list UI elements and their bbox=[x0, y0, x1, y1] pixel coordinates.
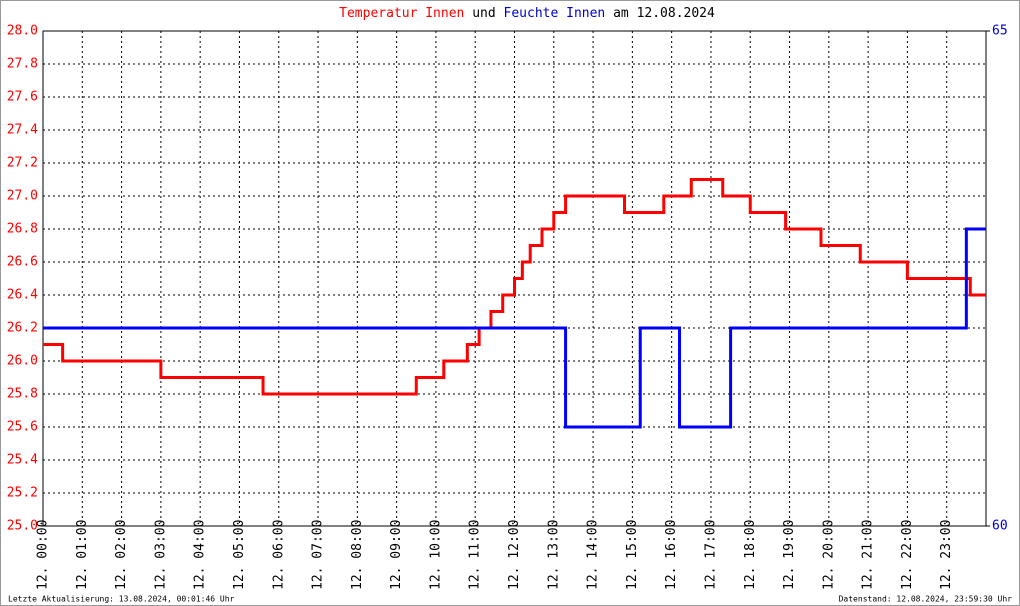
y-tick-label: 27.6 bbox=[7, 90, 38, 105]
y-tick-label: 26.2 bbox=[7, 321, 38, 336]
x-tick-label: 12. 12:00 bbox=[507, 520, 522, 590]
x-tick-label: 12. 09:00 bbox=[389, 520, 404, 590]
y2-tick-label: 60 bbox=[992, 519, 1008, 534]
y-tick-label: 25.4 bbox=[7, 453, 38, 468]
x-tick-label: 12. 23:00 bbox=[939, 520, 954, 590]
x-tick-label: 12. 01:00 bbox=[75, 520, 90, 590]
x-tick-label: 12. 13:00 bbox=[546, 520, 561, 590]
y-tick-label: 26.4 bbox=[7, 288, 38, 303]
y-tick-label: 27.0 bbox=[7, 189, 38, 204]
x-tick-label: 12. 22:00 bbox=[900, 520, 915, 590]
footer-left: Letzte Aktualisierung: 13.08.2024, 00:01… bbox=[8, 595, 235, 604]
plot-border bbox=[42, 30, 987, 527]
x-tick-label: 12. 07:00 bbox=[311, 520, 326, 590]
x-tick-label: 12. 11:00 bbox=[468, 520, 483, 590]
x-tick-label: 12. 16:00 bbox=[664, 520, 679, 590]
x-tick-label: 12. 10:00 bbox=[428, 520, 443, 590]
x-tick-label: 12. 18:00 bbox=[743, 520, 758, 590]
x-tick-label: 12. 03:00 bbox=[153, 520, 168, 590]
x-tick-label: 12. 15:00 bbox=[625, 520, 640, 590]
x-tick-label: 12. 20:00 bbox=[821, 520, 836, 590]
y-tick-label: 27.8 bbox=[7, 57, 38, 72]
x-tick-label: 12. 00:00 bbox=[36, 520, 51, 590]
series-line bbox=[43, 227, 986, 429]
x-tick-label: 12. 14:00 bbox=[586, 520, 601, 590]
y-tick-label: 25.6 bbox=[7, 420, 38, 435]
footer-right: Datenstand: 12.08.2024, 23:59:30 Uhr bbox=[839, 595, 1013, 604]
series-line bbox=[43, 178, 986, 396]
y-tick-label: 25.2 bbox=[7, 486, 38, 501]
x-tick-label: 12. 06:00 bbox=[271, 520, 286, 590]
x-tick-label: 12. 17:00 bbox=[703, 520, 718, 590]
x-tick-label: 12. 05:00 bbox=[232, 520, 247, 590]
title-part: am 12.08.2024 bbox=[613, 6, 715, 21]
y-tick-label: 28.0 bbox=[7, 24, 38, 39]
x-tick-label: 12. 04:00 bbox=[193, 520, 208, 590]
y-tick-label: 27.4 bbox=[7, 123, 38, 138]
title-series: Temperatur Innen bbox=[339, 6, 464, 21]
y-tick-label: 25.0 bbox=[7, 519, 38, 534]
title-part: und bbox=[472, 6, 495, 21]
y-tick-label: 26.0 bbox=[7, 354, 38, 369]
y-tick-label: 26.8 bbox=[7, 222, 38, 237]
x-tick-label: 12. 02:00 bbox=[114, 520, 129, 590]
x-tick-label: 12. 08:00 bbox=[350, 520, 365, 590]
x-tick-label: 12. 21:00 bbox=[861, 520, 876, 590]
y2-tick-label: 65 bbox=[992, 24, 1008, 39]
y-tick-label: 25.8 bbox=[7, 387, 38, 402]
title-series: Feuchte Innen bbox=[504, 6, 606, 21]
y-tick-label: 26.6 bbox=[7, 255, 38, 270]
y-tick-label: 27.2 bbox=[7, 156, 38, 171]
x-tick-label: 12. 19:00 bbox=[782, 520, 797, 590]
chart-title: Temperatur Innen und Feuchte Innen am 12… bbox=[339, 6, 715, 21]
